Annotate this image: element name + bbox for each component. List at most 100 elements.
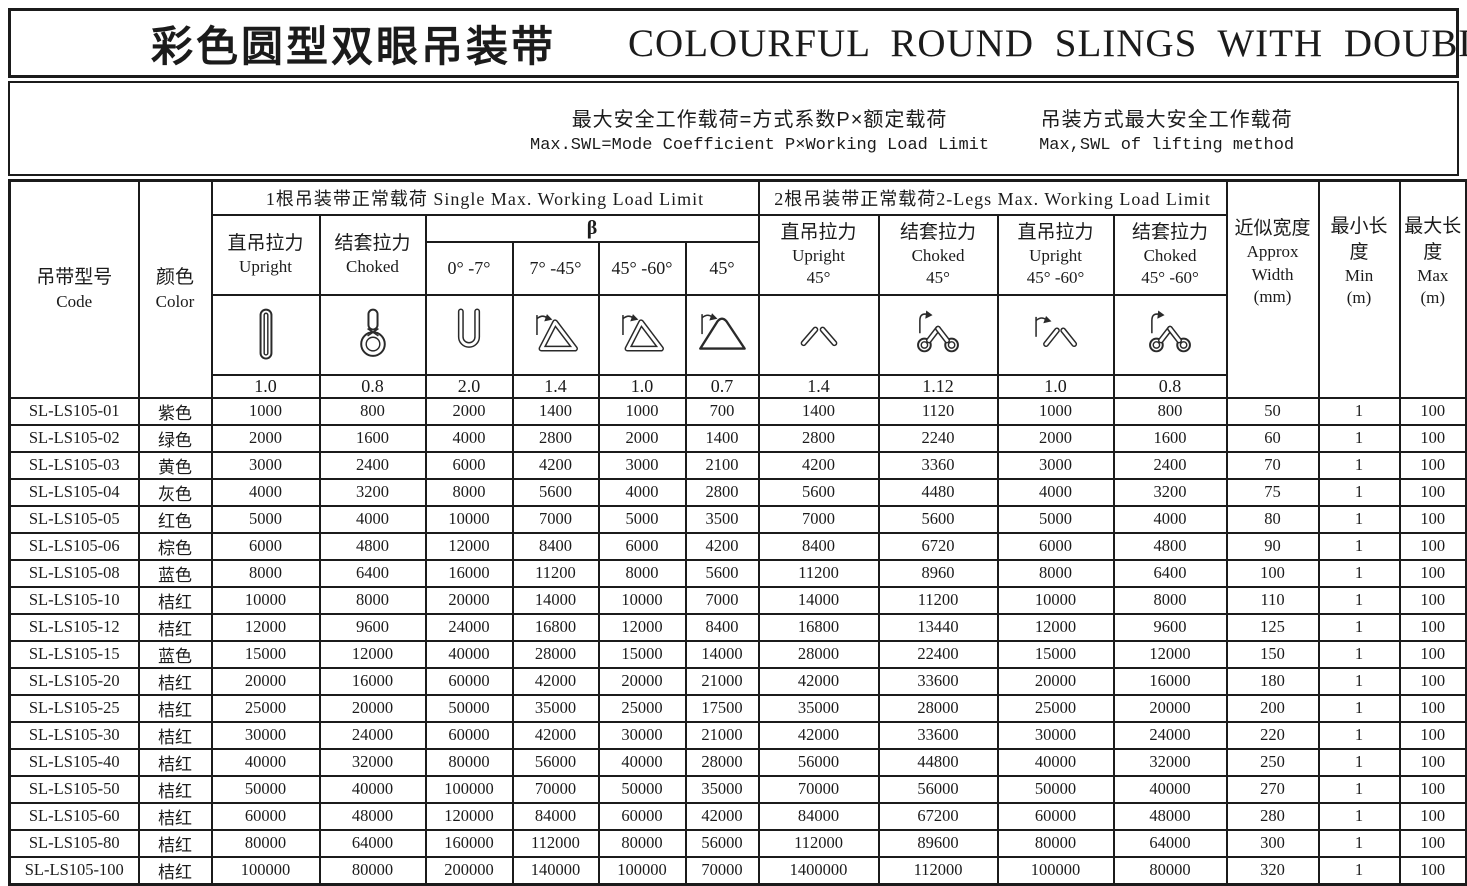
cell-upright: 60000 [210,801,321,831]
cell-upright: 12000 [210,612,321,642]
cell-width: 125 [1225,612,1320,642]
cell-2leg-choked-45: 56000 [877,774,999,804]
cell-2leg-upright-45: 28000 [757,639,880,669]
cell-width: 150 [1225,639,1320,669]
cell-2leg-upright-45: 2800 [757,423,880,453]
cell-2leg-choked-45: 89600 [877,828,999,858]
cell-45-60: 60000 [597,801,687,831]
cell-max: 100 [1398,396,1467,426]
cell-color: 桔红 [137,801,213,831]
table-row: SL-LS105-30 桔红 30000 24000 60000 42000 3… [8,720,1467,750]
cell-min: 1 [1317,801,1401,831]
cell-width: 250 [1225,747,1320,777]
cell-2leg-upright-45-60: 2000 [996,423,1115,453]
cell-width: 90 [1225,531,1320,561]
cell-7-45: 16800 [511,612,600,642]
cell-7-45: 7000 [511,504,600,534]
cell-max: 100 [1398,828,1467,858]
cell-2leg-choked-45-60: 1600 [1112,423,1228,453]
cell-color: 绿色 [137,423,213,453]
cell-choked: 12000 [318,639,427,669]
cell-code: SL-LS105-50 [8,774,140,804]
cell-code: SL-LS105-80 [8,828,140,858]
col-header-choked: 结套拉力 Choked [318,213,427,296]
cell-0-7: 60000 [424,720,514,750]
cell-width: 60 [1225,423,1320,453]
cell-max: 100 [1398,585,1467,615]
cell-min: 1 [1317,666,1401,696]
cell-code: SL-LS105-02 [8,423,140,453]
cell-code: SL-LS105-60 [8,801,140,831]
cell-45-60: 30000 [597,720,687,750]
cell-width: 110 [1225,585,1320,615]
color-label-en: Color [155,292,195,312]
cell-width: 50 [1225,396,1320,426]
width-label-en2: Width [1251,264,1294,284]
choked-label-en: Choked [346,257,399,277]
cell-45: 1400 [684,423,760,453]
cell-max: 100 [1398,423,1467,453]
cell-0-7: 120000 [424,801,514,831]
cell-45: 21000 [684,720,760,750]
cell-2leg-choked-45: 112000 [877,855,999,885]
cell-2leg-upright-45-60: 5000 [996,504,1115,534]
cell-2leg-upright-45: 42000 [757,666,880,696]
col-header-approx-width: 近似宽度 Approx Width (mm) [1225,179,1320,399]
cell-upright: 8000 [210,558,321,588]
basket-angle-45-icon [699,312,746,350]
cell-45: 70000 [684,855,760,885]
cell-choked: 80000 [318,855,427,885]
cell-7-45: 14000 [511,585,600,615]
cell-upright: 5000 [210,504,321,534]
formula-swl: 最大安全工作载荷=方式系数P×额定载荷 Max.SWL=Mode Coeffic… [530,103,989,155]
cell-2leg-upright-45: 84000 [757,801,880,831]
cell-2leg-choked-45: 11200 [877,585,999,615]
two-leg-choked-45-icon [917,310,959,352]
coefficient-2leg-upright-45-60: 1.0 [996,373,1115,399]
cell-2leg-choked-45: 8960 [877,558,999,588]
cell-2leg-upright-45: 16800 [757,612,880,642]
cell-choked: 4000 [318,504,427,534]
width-unit: (mm) [1253,286,1292,306]
cell-color: 蓝色 [137,639,213,669]
cell-upright: 25000 [210,693,321,723]
cell-2leg-upright-45: 11200 [757,558,880,588]
cell-2leg-choked-45-60: 24000 [1112,720,1228,750]
cell-min: 1 [1317,477,1401,507]
cell-2leg-choked-45: 13440 [877,612,999,642]
cell-45-60: 3000 [597,450,687,480]
cell-choked: 48000 [318,801,427,831]
cell-45: 21000 [684,666,760,696]
cell-color: 桔红 [137,666,213,696]
cell-code: SL-LS105-10 [8,585,140,615]
cell-min: 1 [1317,423,1401,453]
table-row: SL-LS105-40 桔红 40000 32000 80000 56000 4… [8,747,1467,777]
cell-7-45: 2800 [511,423,600,453]
col-header-2leg-upright-45: 直吊拉力 Upright 45° [757,213,880,296]
cell-45: 35000 [684,774,760,804]
cell-upright: 10000 [210,585,321,615]
cell-upright: 1000 [210,396,321,426]
basket-angle-45-60-icon [622,313,664,352]
cell-7-45: 28000 [511,639,600,669]
cell-45: 17500 [684,693,760,723]
cell-45: 5600 [684,558,760,588]
cell-2leg-choked-45-60: 4000 [1112,504,1228,534]
col-header-color: 颜色 Color [137,179,213,399]
cell-choked: 8000 [318,585,427,615]
cell-2leg-choked-45: 3360 [877,450,999,480]
cell-2leg-upright-45-60: 60000 [996,801,1115,831]
cell-7-45: 56000 [511,747,600,777]
cell-color: 红色 [137,504,213,534]
cell-45-60: 80000 [597,828,687,858]
cell-upright: 6000 [210,531,321,561]
cell-2leg-choked-45-60: 64000 [1112,828,1228,858]
coefficient-2leg-choked-45: 1.12 [877,373,999,399]
formula-method-zh: 吊装方式最大安全工作载荷 [1040,108,1293,131]
cell-choked: 6400 [318,558,427,588]
cell-max: 100 [1398,666,1467,696]
upright-label-zh: 直吊拉力 [227,232,304,254]
cell-choked: 3200 [318,477,427,507]
cell-45-60: 8000 [597,558,687,588]
cell-code: SL-LS105-05 [8,504,140,534]
